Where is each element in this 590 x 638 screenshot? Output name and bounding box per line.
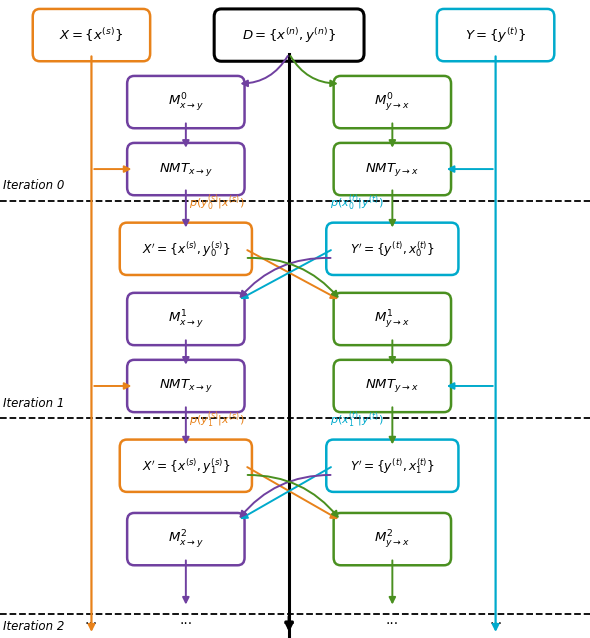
FancyBboxPatch shape <box>334 293 451 345</box>
FancyBboxPatch shape <box>127 76 244 128</box>
Text: $p(x_1^{(t)}|y^{(t)})$: $p(x_1^{(t)}|y^{(t)})$ <box>330 409 384 430</box>
Text: Iteration 2: Iteration 2 <box>3 620 64 633</box>
Text: $M^1_{x \rightarrow y}$: $M^1_{x \rightarrow y}$ <box>168 308 204 330</box>
Text: $p(y_0^{(s)}|x^{(s)})$: $p(y_0^{(s)}|x^{(s)})$ <box>189 192 244 213</box>
Text: $X = \{x^{(s)}\}$: $X = \{x^{(s)}\}$ <box>60 26 123 44</box>
FancyBboxPatch shape <box>120 440 252 492</box>
Text: $Y' = \{y^{(t)}, x^{(t)}_1\}$: $Y' = \{y^{(t)}, x^{(t)}_1\}$ <box>350 456 435 475</box>
FancyBboxPatch shape <box>214 9 364 61</box>
Text: $X' = \{x^{(s)}, y^{(s)}_1\}$: $X' = \{x^{(s)}, y^{(s)}_1\}$ <box>142 456 230 475</box>
FancyBboxPatch shape <box>326 223 458 275</box>
Text: $NMT_{x \rightarrow y}$: $NMT_{x \rightarrow y}$ <box>159 378 213 394</box>
FancyBboxPatch shape <box>33 9 150 61</box>
FancyBboxPatch shape <box>437 9 554 61</box>
FancyBboxPatch shape <box>127 143 244 195</box>
FancyBboxPatch shape <box>334 143 451 195</box>
Text: ...: ... <box>85 612 98 627</box>
Text: $M^2_{y \rightarrow x}$: $M^2_{y \rightarrow x}$ <box>375 528 410 550</box>
FancyBboxPatch shape <box>127 293 244 345</box>
Text: $M^0_{y \rightarrow x}$: $M^0_{y \rightarrow x}$ <box>375 91 410 113</box>
Text: ...: ... <box>489 612 502 627</box>
Text: ...: ... <box>386 612 399 627</box>
Text: ...: ... <box>179 612 192 627</box>
Text: $NMT_{y \rightarrow x}$: $NMT_{y \rightarrow x}$ <box>365 161 419 177</box>
Text: $M^1_{y \rightarrow x}$: $M^1_{y \rightarrow x}$ <box>375 308 410 330</box>
Text: $M^0_{x \rightarrow y}$: $M^0_{x \rightarrow y}$ <box>168 91 204 113</box>
FancyBboxPatch shape <box>127 360 244 412</box>
Text: Iteration 1: Iteration 1 <box>3 397 64 410</box>
FancyBboxPatch shape <box>120 223 252 275</box>
Text: $NMT_{x \rightarrow y}$: $NMT_{x \rightarrow y}$ <box>159 161 213 177</box>
Text: $X' = \{x^{(s)}, y^{(s)}_0\}$: $X' = \{x^{(s)}, y^{(s)}_0\}$ <box>142 239 230 258</box>
Text: $p(y_1^{(s)}|x^{(s)})$: $p(y_1^{(s)}|x^{(s)})$ <box>189 409 244 430</box>
Text: $p(x_0^{(t)}|y^{(t)})$: $p(x_0^{(t)}|y^{(t)})$ <box>330 192 384 213</box>
FancyBboxPatch shape <box>334 76 451 128</box>
FancyBboxPatch shape <box>326 440 458 492</box>
Text: $Y' = \{y^{(t)}, x^{(t)}_0\}$: $Y' = \{y^{(t)}, x^{(t)}_0\}$ <box>350 239 435 258</box>
FancyBboxPatch shape <box>334 360 451 412</box>
Text: $Y = \{y^{(t)}\}$: $Y = \{y^{(t)}\}$ <box>465 26 526 45</box>
Text: $M^2_{x \rightarrow y}$: $M^2_{x \rightarrow y}$ <box>168 528 204 550</box>
FancyBboxPatch shape <box>334 513 451 565</box>
Text: $D = \{x^{(n)}, y^{(n)}\}$: $D = \{x^{(n)}, y^{(n)}\}$ <box>242 26 336 45</box>
FancyBboxPatch shape <box>127 513 244 565</box>
Text: Iteration 0: Iteration 0 <box>3 179 64 191</box>
Text: ...: ... <box>283 612 296 627</box>
Text: $NMT_{y \rightarrow x}$: $NMT_{y \rightarrow x}$ <box>365 378 419 394</box>
